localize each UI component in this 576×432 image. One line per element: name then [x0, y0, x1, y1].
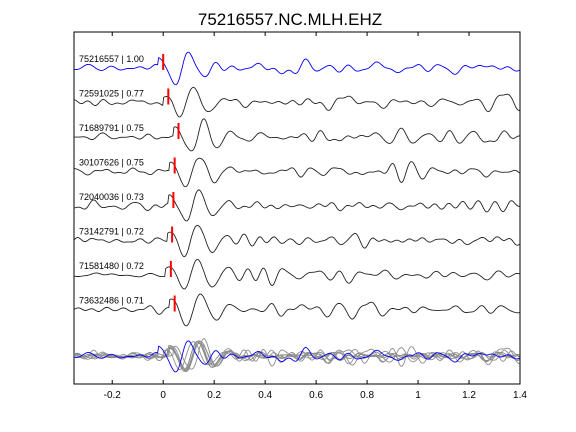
waveform-trace — [73, 189, 520, 222]
x-axis: -0.2 0 0.2 0.4 0.6 0.8 1 1.2 1.4 — [104, 32, 527, 401]
trace-label: 72040036 | 0.73 — [79, 192, 144, 202]
trace-label: 73632486 | 0.71 — [79, 296, 144, 306]
x-tick-label: 0 — [160, 390, 166, 401]
trace-label: 30107626 | 0.75 — [79, 158, 144, 168]
plot-frame — [73, 31, 521, 385]
waveform-trace — [73, 51, 520, 86]
chart-title: 75216557.NC.MLH.EHZ — [198, 10, 382, 29]
x-tick-label: -0.2 — [104, 390, 122, 401]
x-tick-label: 1 — [415, 390, 421, 401]
x-tick-label: 0.6 — [309, 390, 323, 401]
x-tick-label: 1.4 — [513, 390, 527, 401]
x-tick-label: 0.8 — [360, 390, 374, 401]
trace-label: 71581480 | 0.72 — [79, 261, 144, 271]
trace-label: 72591025 | 0.77 — [79, 89, 144, 99]
x-tick-label: 1.2 — [462, 390, 476, 401]
waveform-trace — [74, 118, 520, 152]
trace-label: 73142791 | 0.72 — [79, 227, 144, 237]
traces-layer: 75216557 | 1.00 72591025 | 0.77 71689791 |… — [73, 51, 520, 327]
waveform-trace — [73, 225, 520, 258]
waveform-trace — [73, 259, 520, 290]
trace-label: 75216557 | 1.00 — [79, 54, 144, 64]
stack-trace — [73, 340, 520, 373]
x-tick-label: 0.2 — [207, 390, 221, 401]
x-tick-label: 0.4 — [258, 390, 272, 401]
waveform-trace — [73, 86, 520, 118]
waveform-trace — [73, 293, 520, 327]
waveform-trace — [74, 157, 520, 188]
trace-label: 71689791 | 0.75 — [79, 123, 144, 133]
overlay-stack — [73, 338, 520, 373]
